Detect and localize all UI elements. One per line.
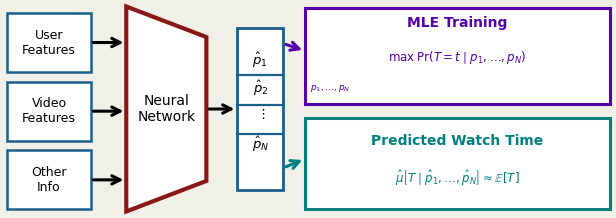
Text: $\hat{p}_2$: $\hat{p}_2$ (253, 78, 268, 98)
Text: $p_1,\ldots,p_N$: $p_1,\ldots,p_N$ (310, 83, 351, 94)
Text: User
Features: User Features (22, 29, 76, 56)
Text: Other
Info: Other Info (31, 166, 67, 194)
Polygon shape (126, 7, 206, 211)
Text: $\mathrm{max}\;\mathrm{Pr}\left(T=t\mid p_1,\ldots,p_N\right)$: $\mathrm{max}\;\mathrm{Pr}\left(T=t\mid … (388, 49, 526, 66)
Text: Video
Features: Video Features (22, 97, 76, 125)
Text: Predicted Watch Time: Predicted Watch Time (371, 134, 543, 148)
Text: $\hat{p}_1$: $\hat{p}_1$ (253, 51, 268, 70)
Text: Neural
Network: Neural Network (137, 94, 195, 124)
FancyBboxPatch shape (237, 28, 283, 190)
Text: $\hat{p}_N$: $\hat{p}_N$ (251, 135, 269, 154)
Text: $\vdots$: $\vdots$ (256, 107, 265, 121)
Text: MLE Training: MLE Training (407, 16, 507, 30)
FancyBboxPatch shape (7, 13, 91, 72)
FancyBboxPatch shape (7, 82, 91, 141)
FancyBboxPatch shape (305, 118, 610, 209)
FancyBboxPatch shape (305, 8, 610, 104)
FancyBboxPatch shape (7, 150, 91, 209)
Text: $\hat{\mu}\left[T\mid\hat{p}_1,\ldots,\hat{p}_N\right]\approx\mathbb{E}[T]$: $\hat{\mu}\left[T\mid\hat{p}_1,\ldots,\h… (395, 168, 519, 187)
